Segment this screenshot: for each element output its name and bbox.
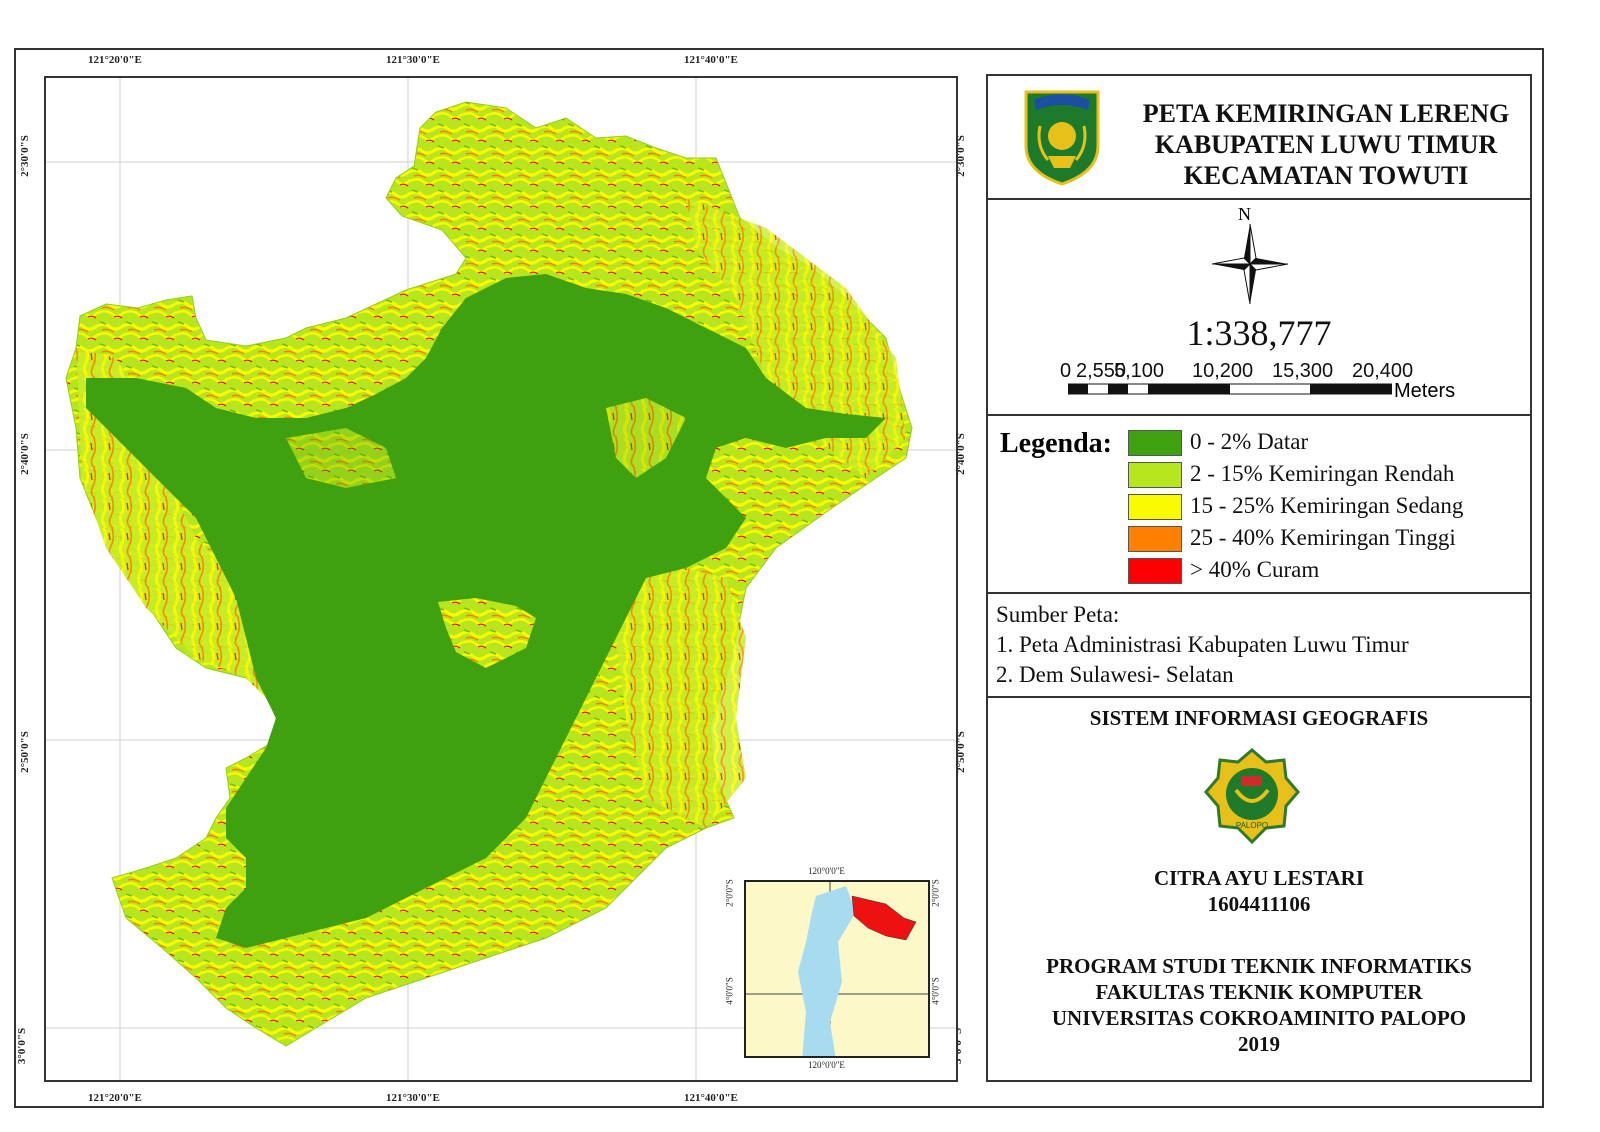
title-line-1: PETA KEMIRINGAN LERENG: [1142, 99, 1510, 128]
author-id: 1604411106: [1207, 892, 1311, 916]
university-emblem: PALOPO: [1204, 748, 1300, 844]
emblem-text: PALOPO: [1236, 821, 1268, 830]
terrain-inner-hills: [286, 428, 396, 488]
scale-section: N 1:338,777 0 2,550 5,100 10,200 15,300 …: [988, 200, 1530, 416]
map-title: PETA KEMIRINGAN LERENG KABUPATEN LUWU TI…: [1126, 98, 1526, 191]
source-item-2: 2. Dem Sulawesi- Selatan: [996, 662, 1234, 687]
legend-label: > 40% Curam: [1190, 557, 1320, 582]
program-line-1: PROGRAM STUDI TEKNIK INFORMATIKS: [1046, 954, 1472, 978]
coord-bottom-1: 121°20'0"E: [88, 1092, 142, 1104]
scale-ratio: 1:338,777: [1186, 313, 1332, 353]
legend-swatch: [1128, 526, 1182, 552]
inset-canvas: [746, 882, 928, 1056]
coord-top-1: 121°20'0"E: [88, 54, 142, 66]
coord-left-4: 3°0'0"S: [16, 1027, 29, 1065]
scale-label-4: 15,300: [1272, 360, 1334, 382]
legend-swatch: [1128, 462, 1182, 488]
coord-bottom-3: 121°40'0"E: [684, 1092, 738, 1104]
credits-section: SISTEM INFORMASI GEOGRAFIS PALOPO CITRA …: [988, 698, 1530, 1080]
inset-coord-top: 120°0'0"E: [808, 866, 845, 876]
inset-coord-right-2: 4°0'0"S: [930, 977, 941, 1005]
coord-bottom-2: 121°30'0"E: [386, 1092, 440, 1104]
north-label: N: [1238, 204, 1251, 224]
legend-label: 2 - 15% Kemiringan Rendah: [1190, 461, 1455, 486]
inset-coord-bottom: 120°0'0"E: [808, 1060, 845, 1070]
legend-section: Legenda: 0 - 2% Datar 2 - 15% Kemiringan…: [988, 416, 1530, 594]
scale-label-5: 20,400: [1352, 360, 1414, 382]
luwu-timur-emblem: [1024, 90, 1100, 186]
legend-label: 15 - 25% Kemiringan Sedang: [1190, 493, 1464, 518]
legend-swatch: [1128, 558, 1182, 584]
title-section: PETA KEMIRINGAN LERENG KABUPATEN LUWU TI…: [988, 76, 1530, 200]
terrain-island: [438, 598, 536, 668]
inset-coord-right-1: 2°0'0"S: [930, 879, 941, 907]
inset-coord-left-1: 2°0'0"S: [724, 879, 735, 907]
title-line-3: KECAMATAN TOWUTI: [1183, 161, 1469, 190]
author-name: CITRA AYU LESTARI: [1153, 866, 1365, 890]
credits-heading: SISTEM INFORMASI GEOGRAFIS: [1089, 706, 1429, 730]
scale-label-0: 0: [1060, 360, 1072, 382]
study-area-highlight: [851, 895, 917, 941]
title-line-2: KABUPATEN LUWU TIMUR: [1154, 130, 1498, 159]
inset-map[interactable]: [744, 880, 930, 1058]
program-line-3: UNIVERSITAS COKROAMINITO PALOPO: [1051, 1006, 1467, 1030]
source-item-1: 1. Peta Administrasi Kabupaten Luwu Timu…: [996, 632, 1409, 657]
scale-unit: Meters: [1394, 380, 1456, 402]
legend-label: 0 - 2% Datar: [1190, 429, 1309, 454]
legend-title: Legenda:: [1000, 428, 1112, 459]
scale-label-1: 2,550: [1076, 360, 1127, 382]
program-line-2: FAKULTAS TEKNIK KOMPUTER: [1095, 980, 1423, 1004]
map-outer-frame: [14, 48, 1544, 1108]
north-arrow-icon: [1212, 224, 1288, 304]
legend-swatch: [1128, 430, 1182, 456]
terrain-inner-ridge: [606, 398, 686, 478]
coord-left-3: 2°50'0"S: [18, 731, 31, 773]
legend-label: 25 - 40% Kemiringan Tinggi: [1190, 525, 1456, 550]
sources-heading: Sumber Peta:: [996, 602, 1120, 627]
program-year: 2019: [1238, 1032, 1280, 1056]
coord-top-3: 121°40'0"E: [684, 54, 738, 66]
terrain-ne-ridges: [686, 198, 906, 478]
scale-label-2: 5,100: [1114, 360, 1165, 382]
scale-bar: [1068, 383, 1392, 395]
legend-panel: PETA KEMIRINGAN LERENG KABUPATEN LUWU TI…: [986, 74, 1532, 1082]
inset-coord-left-2: 4°0'0"S: [724, 977, 735, 1005]
coord-top-2: 121°30'0"E: [386, 54, 440, 66]
terrain-east-ridges: [616, 558, 746, 828]
coord-left-1: 2°30'0"S: [18, 135, 31, 177]
sea-area: [798, 886, 856, 1056]
coord-left-2: 2°40'0"S: [18, 433, 31, 475]
legend-swatch: [1128, 494, 1182, 520]
scale-label-3: 10,200: [1192, 360, 1254, 382]
slope-map-canvas: [46, 78, 956, 1080]
sources-section: Sumber Peta: 1. Peta Administrasi Kabupa…: [988, 594, 1530, 698]
